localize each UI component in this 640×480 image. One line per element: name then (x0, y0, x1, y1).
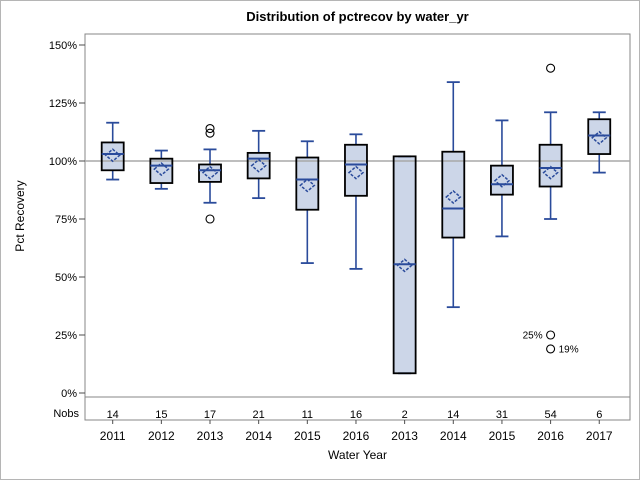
mean-diamond (299, 178, 316, 193)
x-tick-label: 2014 (440, 429, 467, 443)
nobs-value: 14 (447, 409, 459, 421)
nobs-value: 54 (544, 409, 556, 421)
y-tick-label: 150% (49, 40, 77, 52)
mean-diamond (493, 173, 511, 188)
nobs-value: 17 (204, 409, 216, 421)
mean-diamond (445, 189, 462, 204)
x-tick-label: 2012 (148, 429, 175, 443)
y-tick-label: 50% (55, 272, 77, 284)
box-outline (490, 164, 514, 196)
box-outline (100, 141, 125, 172)
mean-diamond (347, 165, 365, 180)
outlier-circle (205, 123, 215, 134)
y-tick-label: 0% (61, 388, 77, 400)
box-outline (198, 163, 222, 183)
nobs-row-label: Nobs (53, 408, 79, 420)
mean-diamond (396, 258, 413, 273)
box-fill (296, 157, 319, 210)
mean-diamond (201, 165, 219, 180)
box-outline (587, 118, 612, 155)
mean-diamond (542, 165, 559, 180)
mean-diamond (591, 130, 608, 145)
x-tick-label: 2015 (294, 429, 321, 443)
x-tick-label: 2011 (100, 429, 126, 443)
x-tick-label: 2016 (343, 429, 370, 443)
outlier-label: 19% (559, 344, 579, 355)
box-outline (295, 156, 320, 211)
outlier-label: 25% (523, 331, 543, 342)
chart-title: Distribution of pctrecov by water_yr (246, 9, 469, 24)
x-tick-label: 2015 (489, 429, 516, 443)
mean-diamond (104, 148, 121, 163)
box-outline (538, 143, 563, 188)
outlier-circle (546, 344, 556, 354)
nobs-value: 14 (107, 409, 119, 421)
nobs-value: 11 (302, 409, 313, 421)
box-fill (588, 119, 611, 155)
box-outline (441, 150, 466, 239)
box-outline (344, 143, 368, 197)
nobs-value: 31 (496, 409, 508, 421)
x-tick-label: 2013 (197, 429, 224, 443)
box-fill (199, 164, 222, 182)
y-tick-label: 25% (55, 330, 77, 342)
mean-diamond (250, 158, 267, 173)
outlier-circle (205, 128, 215, 138)
mean-diamond (153, 162, 170, 177)
box-fill (344, 144, 367, 196)
box-fill (101, 142, 124, 171)
y-axis-label: Pct Recovery (13, 180, 27, 252)
box-outline (246, 151, 271, 180)
outlier-circle (546, 330, 556, 340)
box-fill (442, 151, 465, 238)
nobs-value: 16 (350, 409, 362, 421)
x-tick-label: 2013 (391, 429, 418, 443)
x-tick-label: 2014 (245, 429, 272, 443)
x-tick-label: 2017 (586, 429, 613, 443)
nobs-value: 21 (253, 409, 265, 421)
x-axis-label: Water Year (328, 448, 387, 462)
y-tick-label: 125% (49, 98, 77, 110)
box-fill (490, 165, 513, 195)
x-tick-label: 2016 (537, 429, 564, 443)
nobs-value: 6 (596, 409, 602, 421)
nobs-value: 15 (155, 409, 167, 421)
y-tick-label: 100% (49, 156, 77, 168)
plot-frame (84, 33, 631, 421)
outlier-circle (546, 63, 556, 73)
y-tick-label: 75% (55, 214, 77, 226)
outlier-circle (205, 214, 215, 224)
box-outline (149, 157, 174, 184)
nobs-value: 2 (402, 409, 408, 421)
